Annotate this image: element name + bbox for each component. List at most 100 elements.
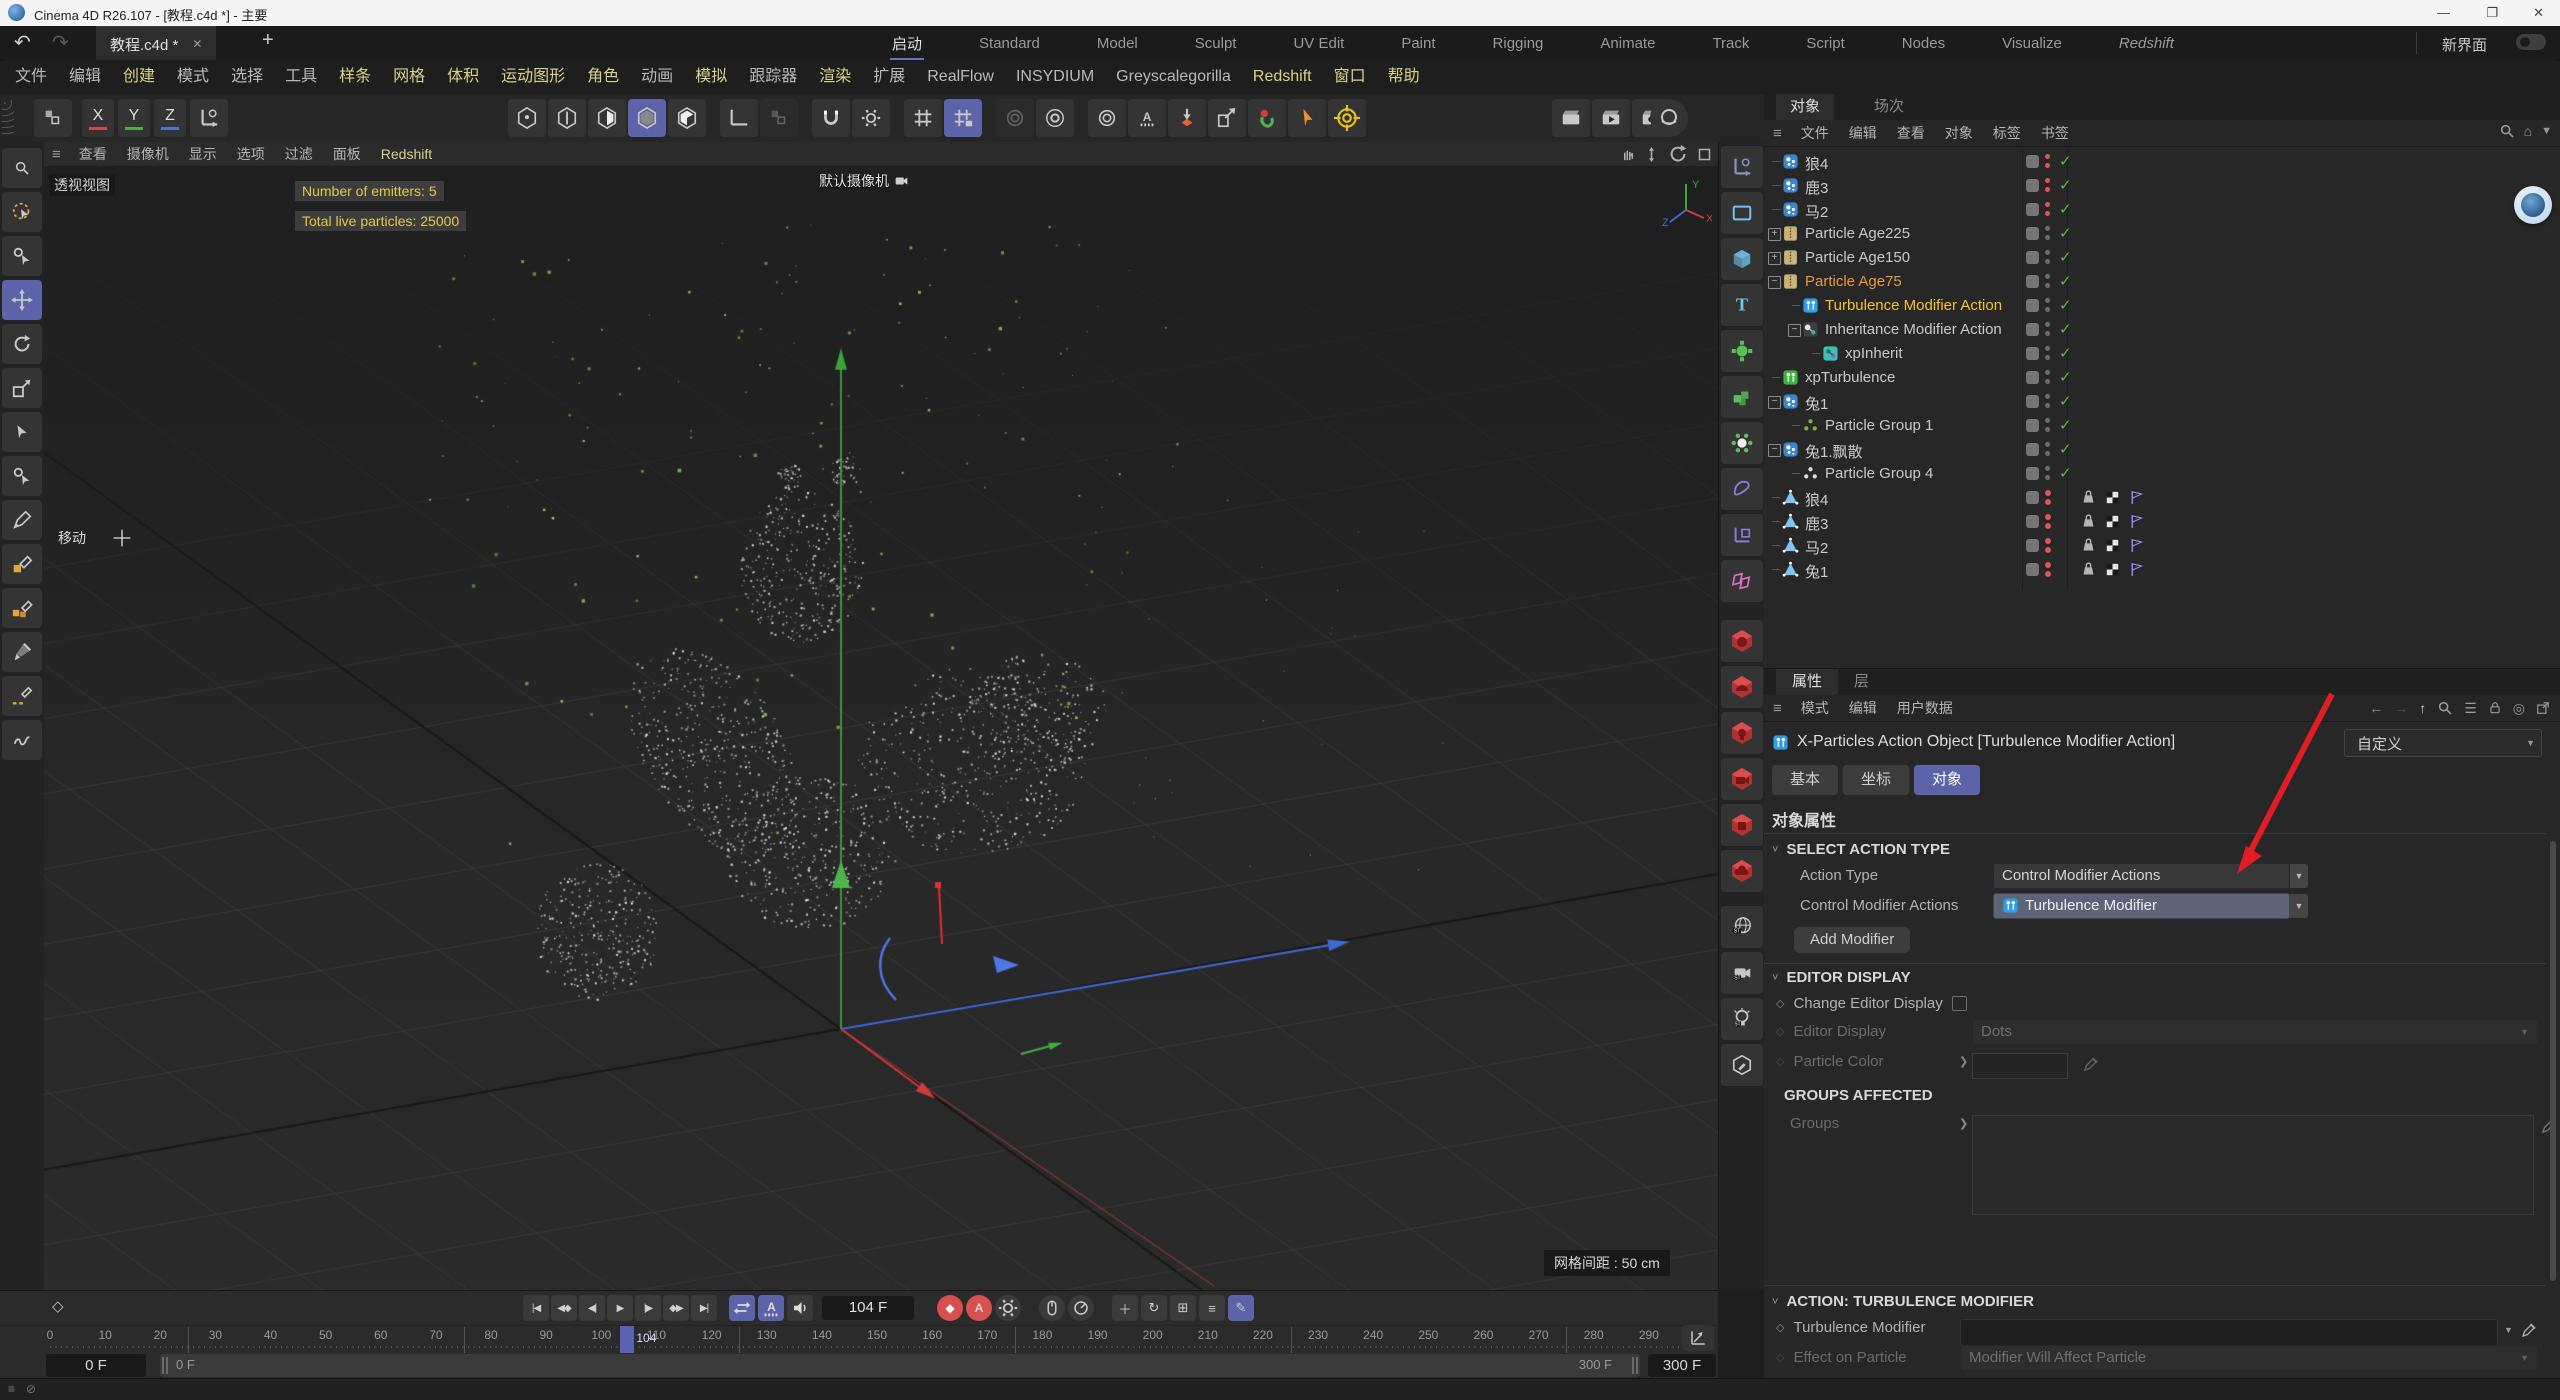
timeline-key-icon[interactable]: ◇ (52, 1298, 64, 1315)
key-scale-button[interactable]: ⊞ (1170, 1295, 1196, 1321)
visibility-dot-editor[interactable] (2045, 466, 2050, 471)
enabled-check-icon[interactable]: ✓ (2059, 321, 2072, 338)
lock-workplane-button[interactable] (944, 99, 982, 137)
visibility-dot-editor[interactable] (2045, 562, 2051, 568)
visibility-dot-render[interactable] (2045, 571, 2051, 577)
move-tool[interactable] (2, 280, 42, 320)
flag-tag-icon[interactable] (2128, 513, 2145, 530)
camera-icon[interactable] (893, 174, 910, 188)
object-row-兔1[interactable]: − 兔1 ✓ (1764, 390, 2560, 414)
layer-toggle[interactable] (2026, 347, 2039, 360)
tab-takes[interactable]: 场次 (1874, 98, 1905, 115)
layout-tab-animate[interactable]: Animate (1600, 34, 1656, 52)
status-menu-icon[interactable]: ≡ (8, 1382, 16, 1396)
menu-帮助[interactable]: 帮助 (1387, 68, 1420, 85)
am-menu-编辑[interactable]: 编辑 (1848, 700, 1877, 716)
loop-playback-button[interactable] (729, 1295, 755, 1321)
enabled-check-icon[interactable]: ✓ (2059, 225, 2072, 242)
visibility-dot-render[interactable] (2045, 187, 2050, 192)
line-pen-tool[interactable] (2, 676, 42, 716)
menu-创建[interactable]: 创建 (123, 68, 156, 85)
keyframe-dome-button[interactable] (1088, 99, 1126, 137)
object-row-马2[interactable]: 马2 ✓ (1764, 198, 2560, 222)
visibility-dot-render[interactable] (2045, 499, 2051, 505)
generator-button[interactable] (1721, 330, 1763, 372)
object-row-鹿3[interactable]: 鹿3 (1764, 510, 2560, 534)
layout-tab-nodes[interactable]: Nodes (1901, 34, 1946, 52)
enabled-check-icon[interactable]: ✓ (2059, 465, 2072, 482)
new-panel-label[interactable]: 新界面 (2442, 37, 2488, 54)
menu-Redshift[interactable]: Redshift (1252, 68, 1312, 85)
om-menu-对象[interactable]: 对象 (1944, 125, 1973, 141)
motext-button[interactable]: T (1721, 284, 1763, 326)
viewport-menu-选项[interactable]: 选项 (236, 146, 265, 162)
menu-编辑[interactable]: 编辑 (69, 68, 102, 85)
menu-体积[interactable]: 体积 (447, 68, 480, 85)
maximize-view-icon[interactable] (1697, 147, 1712, 162)
visibility-dot-editor[interactable] (2045, 226, 2050, 231)
action-type-dropdown-arrow[interactable]: ▼ (2290, 863, 2308, 888)
visibility-dot-render[interactable] (2045, 547, 2051, 553)
keyframe-settings-button[interactable] (1036, 99, 1074, 137)
visibility-dot-editor[interactable] (2045, 346, 2050, 351)
go-to-end-button[interactable]: ▶| (691, 1295, 717, 1321)
enabled-check-icon[interactable]: ✓ (2059, 393, 2072, 410)
viewport-menu-过滤[interactable]: 过滤 (284, 146, 313, 162)
cube-primitive-button[interactable] (1721, 238, 1763, 280)
viewport-3d-canvas[interactable] (44, 166, 1718, 1290)
attribute-tab-坐标[interactable]: 坐标 (1843, 765, 1910, 795)
keyframe-preset-button[interactable]: A (758, 1295, 784, 1321)
visibility-dot-editor[interactable] (2045, 274, 2050, 279)
effector-button[interactable] (1721, 422, 1763, 464)
object-row-Particle Age150[interactable]: + Particle Age150 ✓ (1764, 246, 2560, 270)
frame-ruler[interactable]: 0 10 20 30 40 50 60 70 80 90 100 110 120 130 140 150 160… (0, 1325, 1718, 1354)
previous-frame-button[interactable]: ◀| (579, 1295, 605, 1321)
rs-sphere-light-button[interactable] (1721, 620, 1763, 662)
viewport-solo-button[interactable] (34, 99, 72, 137)
enabled-check-icon[interactable]: ✓ (2059, 177, 2072, 194)
object-row-鹿3[interactable]: 鹿3 ✓ (1764, 174, 2560, 198)
layer-toggle[interactable] (2026, 179, 2039, 192)
pipette-icon[interactable] (2082, 1055, 2100, 1073)
sketch-pen-tool[interactable] (2, 544, 42, 584)
visibility-dot-render[interactable] (2045, 451, 2050, 456)
object-row-兔1.飘散[interactable]: − 兔1.飘散 ✓ (1764, 438, 2560, 462)
menu-模式[interactable]: 模式 (177, 68, 210, 85)
axis-lock-x[interactable]: X (82, 99, 114, 137)
weight-tag-icon[interactable] (2080, 513, 2097, 530)
layer-toggle[interactable] (2026, 371, 2039, 384)
history-back-icon[interactable]: ← (2369, 700, 2384, 716)
snap-settings-button[interactable] (852, 99, 890, 137)
close-button[interactable]: ✕ (2533, 5, 2544, 20)
texture-tag-icon[interactable] (2104, 489, 2121, 506)
rs-volume-cloud-button[interactable] (1721, 850, 1763, 892)
viewport-menu-显示[interactable]: 显示 (188, 146, 217, 162)
document-tab-close-icon[interactable]: ✕ (192, 37, 203, 51)
menu-选择[interactable]: 选择 (231, 68, 264, 85)
om-menu-编辑[interactable]: 编辑 (1848, 125, 1877, 141)
viewport-menu-查看[interactable]: 查看 (78, 146, 107, 162)
export-button[interactable] (1208, 99, 1246, 137)
texture-tag-icon[interactable] (2104, 537, 2121, 554)
control-modifier-dropdown[interactable]: Turbulence Modifier (1993, 892, 2290, 919)
range-slider[interactable]: 0 F 300 F (160, 1354, 1640, 1377)
weight-tag-icon[interactable] (2080, 489, 2097, 506)
expander-icon[interactable]: − (1768, 275, 1781, 289)
cursor-move-tool[interactable] (2, 412, 42, 452)
object-row-Particle Age75[interactable]: − Particle Age75 ✓ (1764, 270, 2560, 294)
visibility-dot-editor[interactable] (2045, 490, 2051, 496)
layout-tab-redshift[interactable]: Redshift (2118, 34, 2174, 52)
visibility-dot-render[interactable] (2045, 331, 2050, 336)
object-row-Particle Group 1[interactable]: Particle Group 1 ✓ (1764, 414, 2560, 438)
zoom-updown-icon[interactable] (1644, 146, 1659, 162)
layer-toggle[interactable] (2026, 563, 2039, 576)
weight-tag-icon[interactable] (2080, 537, 2097, 554)
layout-tab-script[interactable]: Script (1806, 34, 1845, 52)
enabled-check-icon[interactable]: ✓ (2059, 441, 2072, 458)
deformer-button[interactable] (1721, 468, 1763, 510)
search-icon[interactable] (2499, 123, 2515, 139)
weight-tag-icon[interactable] (2080, 561, 2097, 578)
layer-toggle[interactable] (2026, 515, 2039, 528)
menu-跟踪器[interactable]: 跟踪器 (749, 68, 798, 85)
keyframe-settings-button[interactable] (995, 1295, 1021, 1321)
